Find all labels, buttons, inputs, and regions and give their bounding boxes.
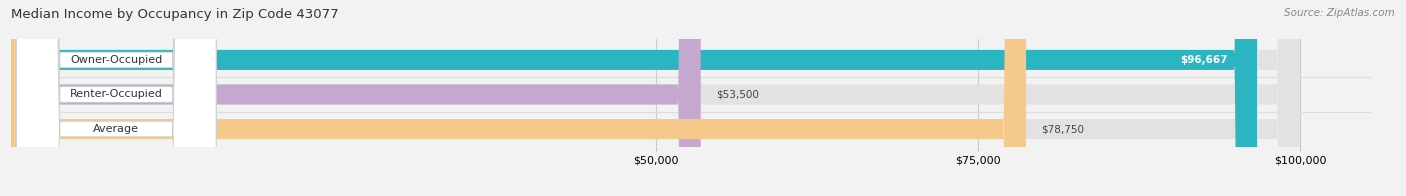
Text: $96,667: $96,667 <box>1181 55 1227 65</box>
Text: Source: ZipAtlas.com: Source: ZipAtlas.com <box>1284 8 1395 18</box>
FancyBboxPatch shape <box>17 0 217 196</box>
FancyBboxPatch shape <box>11 0 1257 196</box>
Text: Median Income by Occupancy in Zip Code 43077: Median Income by Occupancy in Zip Code 4… <box>11 8 339 21</box>
FancyBboxPatch shape <box>11 0 1301 196</box>
FancyBboxPatch shape <box>1157 53 1250 67</box>
FancyBboxPatch shape <box>11 0 1026 196</box>
Text: Average: Average <box>93 124 139 134</box>
FancyBboxPatch shape <box>11 0 700 196</box>
Text: $78,750: $78,750 <box>1042 124 1084 134</box>
FancyBboxPatch shape <box>11 0 1301 196</box>
Text: $53,500: $53,500 <box>716 90 759 100</box>
FancyBboxPatch shape <box>17 0 217 196</box>
FancyBboxPatch shape <box>11 0 1301 196</box>
FancyBboxPatch shape <box>17 0 217 196</box>
Text: Renter-Occupied: Renter-Occupied <box>70 90 163 100</box>
Text: Owner-Occupied: Owner-Occupied <box>70 55 163 65</box>
